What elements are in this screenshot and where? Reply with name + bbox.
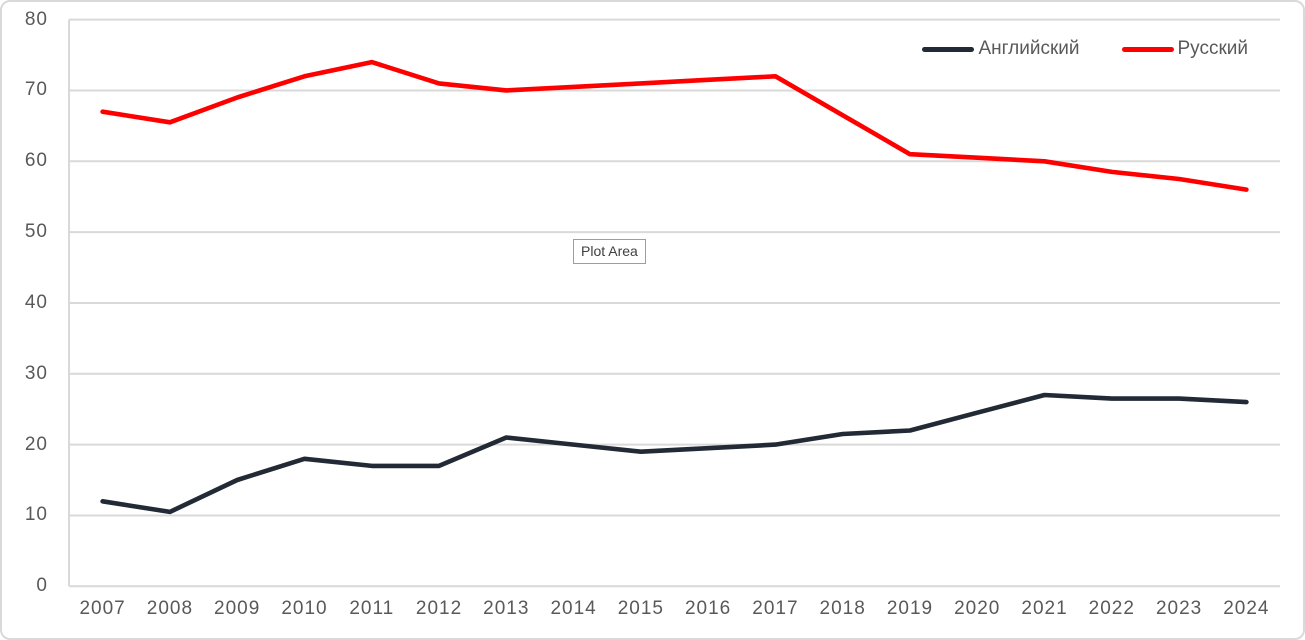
y-tick-label: 0 [36,575,48,597]
x-tick-label: 2009 [214,598,261,619]
y-tick-label: 50 [24,221,48,243]
y-tick-label: 40 [24,291,48,313]
x-tick-label: 2018 [819,598,866,619]
legend-item-1[interactable]: Русский [1121,37,1249,61]
x-tick-label: 2015 [617,598,664,619]
x-tick-label: 2021 [1021,598,1068,619]
legend-label: Английский [978,38,1080,59]
x-tick-label: 2007 [79,598,126,619]
y-tick-label: 70 [24,79,48,101]
x-tick-label: 2023 [1155,598,1203,619]
series-line-1[interactable] [100,59,1249,192]
y-tick-label: 20 [24,433,48,455]
x-tick-label: 2014 [550,598,597,619]
legend-label: Русский [1177,38,1249,59]
legend-item-0[interactable]: Английский [922,37,1080,61]
x-tick-label: 2012 [415,598,463,619]
legend-line-swatch [922,46,975,52]
x-tick-label: 2011 [349,598,395,619]
x-tick-label: 2020 [954,598,1001,619]
x-tick-label: 2017 [752,598,799,619]
legend-line-swatch [1121,46,1174,52]
y-tick-label: 60 [24,150,48,172]
plot-area-tooltip-label: Plot Area [581,243,638,259]
x-tick-label: 2016 [684,598,732,619]
x-tick-label: 2010 [281,598,328,619]
legend: Английский Русский [922,37,1248,61]
x-tick-label: 2008 [146,598,194,619]
x-tick-label: 2024 [1223,598,1270,619]
y-tick-label: 80 [24,8,48,30]
x-tick-label: 2019 [886,598,934,619]
plot-area-tooltip: Plot Area [573,239,646,264]
series-line-0[interactable] [100,392,1249,515]
x-tick-label: 2022 [1088,598,1135,619]
y-tick-label: 30 [24,362,48,384]
y-tick-label: 10 [24,504,48,526]
x-tick-label: 2013 [483,598,530,619]
